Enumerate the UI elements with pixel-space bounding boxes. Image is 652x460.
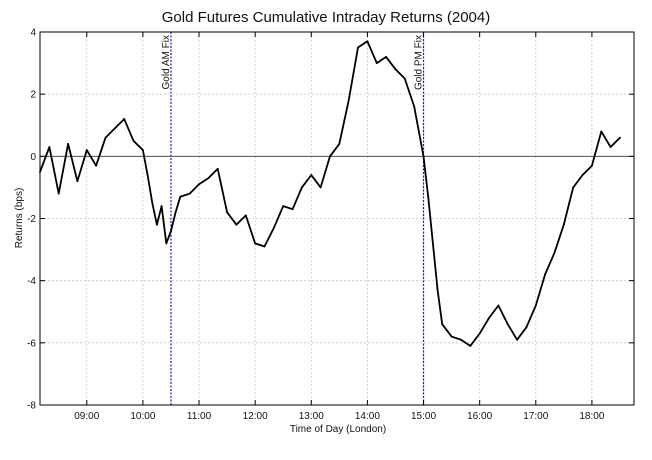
y-tick-label: 4: [30, 28, 36, 39]
data-point: [525, 326, 528, 329]
data-point: [291, 208, 294, 211]
data-point: [151, 202, 154, 204]
data-point: [375, 62, 378, 64]
annotations: Gold AM Fix Gold PM Fix: [161, 32, 425, 405]
data-point: [282, 205, 285, 208]
data-point: [179, 195, 182, 198]
y-axis-label: Returns (bps): [14, 188, 25, 249]
data-point: [132, 139, 135, 142]
ticks: 09:00 10:00 11:00 12:00 13:00 14:00 15:00 16:00…: [27, 28, 634, 422]
fix-label: Gold AM Fix: [161, 35, 172, 89]
x-tick-label: 15:00: [411, 411, 436, 422]
data-point: [85, 149, 88, 152]
data-point: [422, 155, 425, 158]
data-point: [581, 174, 584, 176]
chart-title: Gold Futures Cumulative Intraday Returns…: [162, 9, 490, 26]
x-tick-label: 10:00: [130, 411, 155, 422]
data-point: [609, 146, 612, 148]
data-point: [123, 118, 126, 120]
data-point: [413, 105, 416, 108]
data-point: [156, 223, 158, 226]
data-point: [460, 338, 462, 341]
data-point: [216, 167, 219, 170]
x-tick-label: 09:00: [74, 411, 99, 422]
data-point: [57, 192, 60, 195]
x-axis-label: Time of Day (London): [290, 424, 386, 435]
data-point: [488, 317, 490, 319]
data-point: [347, 99, 350, 102]
data-point: [160, 205, 163, 208]
x-tick-label: 14:00: [355, 411, 380, 422]
data-point: [198, 183, 200, 186]
data-point: [441, 323, 444, 326]
data-point: [235, 223, 238, 226]
data-point: [329, 155, 331, 158]
y-tick-label: -2: [27, 214, 36, 225]
data-point: [301, 186, 303, 189]
x-tick-label: 16:00: [467, 411, 492, 422]
data-point: [95, 164, 97, 167]
data-point: [254, 242, 256, 245]
data-point: [450, 335, 453, 338]
data-point: [67, 143, 69, 145]
data-point: [600, 130, 603, 133]
data-point: [113, 127, 116, 130]
data-point: [357, 46, 359, 49]
data-point: [174, 211, 177, 214]
data-point: [432, 242, 434, 245]
data-point: [469, 345, 472, 347]
x-tick-label: 18:00: [579, 411, 604, 422]
data-point: [497, 304, 500, 307]
data-point: [506, 323, 509, 326]
x-tick-label: 17:00: [523, 411, 548, 422]
x-tick-label: 11:00: [187, 411, 212, 422]
x-tick-label: 12:00: [243, 411, 268, 422]
x-tick-label: 13:00: [299, 411, 324, 422]
data-point: [619, 136, 621, 139]
data-point: [427, 195, 430, 198]
data-point: [366, 40, 369, 43]
data-point: [170, 230, 172, 232]
data-point: [263, 245, 266, 248]
data-point: [591, 164, 593, 167]
data-point: [104, 136, 107, 139]
data-point: [553, 251, 556, 254]
data-point: [319, 186, 322, 189]
data-point: [142, 149, 144, 152]
data-point: [273, 226, 275, 229]
data-point: [207, 177, 210, 180]
series-layer: [39, 40, 621, 347]
data-point: [48, 146, 51, 148]
data-point: [310, 174, 313, 176]
data-point: [572, 186, 575, 189]
y-tick-label: -4: [27, 276, 36, 287]
data-point: [226, 211, 229, 214]
data-point: [188, 192, 191, 195]
data-point: [165, 242, 168, 245]
data-point: [534, 304, 537, 307]
data-point: [244, 214, 247, 217]
fix-label: Gold PM Fix: [414, 35, 425, 90]
data-point: [385, 56, 387, 58]
y-tick-label: 2: [30, 90, 36, 101]
data-point: [76, 180, 79, 183]
data-point: [338, 143, 341, 145]
y-tick-label: -8: [27, 401, 36, 412]
data-point: [146, 174, 149, 176]
data-point: [436, 289, 439, 291]
data-point: [562, 223, 565, 226]
y-tick-label: -6: [27, 338, 36, 349]
data-point: [403, 77, 406, 80]
data-point: [394, 68, 397, 71]
y-tick-label: 0: [30, 152, 36, 163]
data-point: [516, 338, 518, 341]
data-point: [478, 332, 481, 335]
grid: [40, 32, 634, 405]
data-point: [544, 273, 546, 276]
